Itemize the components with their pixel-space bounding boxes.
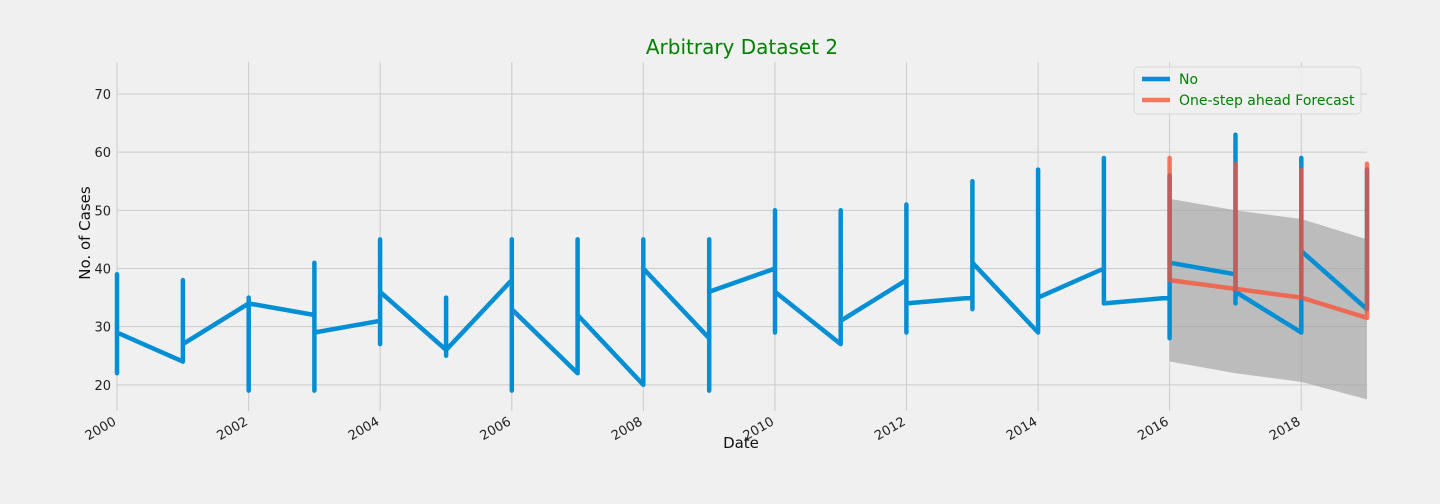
legend-box (1133, 66, 1362, 115)
x-axis-label: Date (723, 434, 759, 452)
y-tick-label: 50 (94, 204, 111, 219)
confidence-interval-band (1169, 198, 1367, 400)
legend-label-observed: No (1179, 72, 1198, 88)
forecast-series-line (1167, 155, 1370, 321)
legend-label-forecast: One-step ahead Forecast (1179, 93, 1355, 109)
x-tick-label: 2012 (872, 414, 908, 444)
y-tick-label: 40 (94, 262, 111, 277)
x-tick-label: 2006 (478, 414, 514, 444)
x-tick-label: 2000 (83, 414, 119, 444)
y-tick-label: 60 (94, 146, 111, 161)
legend: No One-step ahead Forecast (1133, 66, 1362, 115)
y-axis-label: No. of Cases (76, 186, 94, 280)
y-tick-label: 70 (94, 88, 111, 103)
x-tick-label: 2016 (1135, 414, 1171, 444)
y-tick-labels: 20 30 40 50 60 70 (94, 88, 111, 394)
series-layer (114, 132, 1370, 393)
plot-area (117, 62, 1367, 411)
x-tick-label: 2018 (1267, 414, 1303, 444)
x-tick-labels: 2000 2002 2004 2006 2008 2010 2012 2014 2016 2018 (83, 414, 1303, 444)
x-tick-label: 2014 (1004, 414, 1040, 444)
chart-title: Arbitrary Dataset 2 (646, 35, 838, 59)
x-tick-label: 2002 (215, 414, 251, 444)
x-tick-label: 2004 (346, 414, 382, 444)
x-tick-label: 2008 (609, 414, 645, 444)
y-tick-label: 20 (94, 379, 111, 394)
y-tick-label: 30 (94, 321, 111, 336)
